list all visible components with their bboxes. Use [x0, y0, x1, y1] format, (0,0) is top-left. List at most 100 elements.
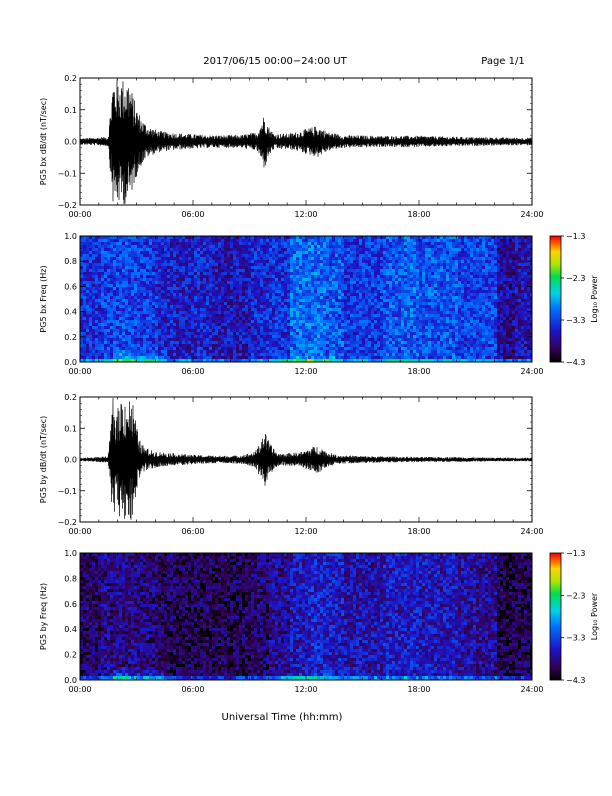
spectrogram-cell	[185, 284, 188, 287]
spectrogram-cell	[281, 278, 284, 281]
spectrogram-cell	[392, 320, 395, 323]
spectrogram-cell	[215, 317, 218, 320]
spectrogram-cell	[95, 320, 98, 323]
spectrogram-cell	[401, 260, 404, 263]
spectrogram-cell	[155, 251, 158, 254]
spectrogram-cell	[116, 308, 119, 311]
spectrogram-cell	[113, 287, 116, 290]
spectrogram-cell	[221, 296, 224, 299]
spectrogram-cell	[221, 329, 224, 332]
spectrogram-cell	[350, 263, 353, 266]
spectrogram-cell	[86, 269, 89, 272]
spectrogram-cell	[215, 284, 218, 287]
spectrogram-cell	[308, 284, 311, 287]
spectrogram-cell	[323, 338, 326, 341]
spectrogram-cell	[389, 293, 392, 296]
spectrogram-cell	[293, 287, 296, 290]
spectrogram-cell	[194, 329, 197, 332]
spectrogram-cell	[383, 302, 386, 305]
spectrogram-cell	[95, 335, 98, 338]
spectrogram-cell	[167, 245, 170, 248]
spectrogram-cell	[179, 284, 182, 287]
spectrogram-cell	[233, 335, 236, 338]
spectrogram-cell	[311, 326, 314, 329]
spectrogram-cell	[140, 257, 143, 260]
spectrogram-cell	[134, 251, 137, 254]
spectrogram-cell	[425, 311, 428, 314]
spectrogram-cell	[236, 245, 239, 248]
spectrogram-cell	[257, 257, 260, 260]
spectrogram-cell	[119, 335, 122, 338]
spectrogram-cell	[263, 302, 266, 305]
spectrogram-cell	[404, 344, 407, 347]
spectrogram-cell	[176, 257, 179, 260]
spectrogram-cell	[185, 317, 188, 320]
spectrogram-cell	[233, 296, 236, 299]
spectrogram-cell	[227, 239, 230, 242]
spectrogram-cell	[218, 272, 221, 275]
spectrogram-cell	[293, 323, 296, 326]
spectrogram-cell	[386, 326, 389, 329]
spectrogram-cell	[245, 335, 248, 338]
spectrogram-cell	[146, 257, 149, 260]
spectrogram-cell	[320, 266, 323, 269]
spectrogram-cell	[392, 275, 395, 278]
spectrogram-cell	[419, 308, 422, 311]
spectrogram-cell	[116, 251, 119, 254]
spectrogram-cell	[131, 287, 134, 290]
spectrogram-cell	[260, 275, 263, 278]
spectrogram-cell	[377, 275, 380, 278]
spectrogram-cell	[341, 275, 344, 278]
spectrogram-cell	[314, 242, 317, 245]
spectrogram-cell	[128, 287, 131, 290]
spectrogram-cell	[404, 242, 407, 245]
spectrogram-cell	[200, 296, 203, 299]
spectrogram-cell	[302, 263, 305, 266]
spectrogram-cell	[350, 344, 353, 347]
spectrogram-cell	[266, 272, 269, 275]
spectrogram-cell	[425, 263, 428, 266]
spectrogram-cell	[332, 278, 335, 281]
spectrogram-cell	[236, 293, 239, 296]
spectrogram-cell	[356, 287, 359, 290]
spectrogram-cell	[224, 239, 227, 242]
spectrogram-cell	[185, 269, 188, 272]
spectrogram-cell	[260, 344, 263, 347]
spectrogram-cell	[416, 242, 419, 245]
spectrogram-cell	[200, 281, 203, 284]
spectrogram-cell	[281, 251, 284, 254]
spectrogram-cell	[110, 287, 113, 290]
spectrogram-cell	[146, 344, 149, 347]
spectrogram-cell	[374, 329, 377, 332]
spectrogram-cell	[290, 281, 293, 284]
spectrogram-cell	[287, 266, 290, 269]
spectrogram-cell	[299, 275, 302, 278]
spectrogram-cell	[116, 320, 119, 323]
spectrogram-cell	[107, 320, 110, 323]
spectrogram-cell	[152, 323, 155, 326]
spectrogram-cell	[371, 278, 374, 281]
spectrogram-cell	[257, 266, 260, 269]
spectrogram-cell	[404, 308, 407, 311]
spectrogram-cell	[206, 254, 209, 257]
spectrogram-cell	[314, 305, 317, 308]
spectrogram-cell	[152, 293, 155, 296]
spectrogram-cell	[158, 335, 161, 338]
spectrogram-cell	[215, 293, 218, 296]
spectrogram-cell	[293, 317, 296, 320]
spectrogram-cell	[161, 305, 164, 308]
spectrogram-cell	[275, 248, 278, 251]
spectrogram-cell	[170, 317, 173, 320]
spectrogram-cell	[401, 335, 404, 338]
spectrogram-cell	[113, 281, 116, 284]
spectrogram-cell	[368, 314, 371, 317]
spectrogram-cell	[422, 299, 425, 302]
spectrogram-cell	[416, 299, 419, 302]
spectrogram-cell	[398, 353, 401, 356]
spectrogram-cell	[161, 347, 164, 350]
spectrogram-cell	[296, 317, 299, 320]
spectrogram-cell	[191, 284, 194, 287]
spectrogram-cell	[326, 290, 329, 293]
spectrogram-cell	[389, 341, 392, 344]
spectrogram-cell	[302, 266, 305, 269]
